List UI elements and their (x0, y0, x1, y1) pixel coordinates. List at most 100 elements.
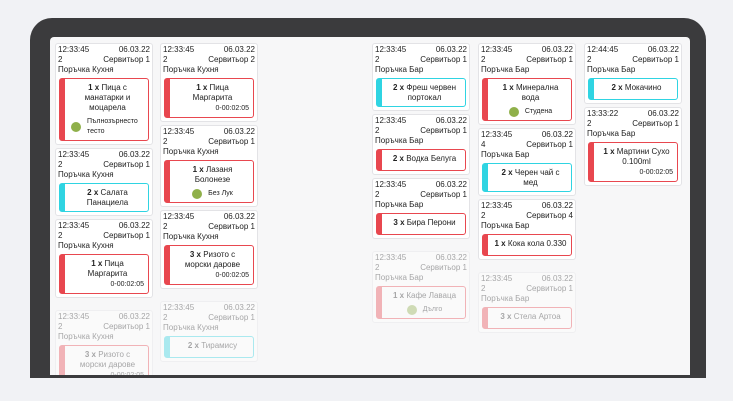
order-item[interactable]: 1 x Мартини Сухо 0.100ml 0-00:02:05 (588, 142, 678, 182)
ticket-header: 12:33:45 06.03.22 (481, 201, 573, 211)
item-line: 1 x Минерална вода (494, 83, 567, 103)
order-time: 12:33:45 (375, 253, 407, 262)
table-number: 2 (375, 126, 380, 135)
item-modifier: Студена (494, 107, 567, 117)
order-item[interactable]: 1 x Кока кола 0.330 (482, 234, 572, 256)
item-name: Водка Белуга (406, 154, 457, 163)
order-date: 06.03.22 (541, 45, 573, 54)
item-name: Мартини Сухо 0.100ml (616, 147, 670, 166)
ticket-column: 12:44:45 06.03.22 2 Сервитьор 1 Поръчка Бар 2… (584, 43, 682, 186)
item-name: Фреш червен портокал (406, 83, 457, 102)
item-modifier: Без Лук (176, 189, 249, 199)
order-time: 12:33:45 (163, 212, 195, 221)
order-ticket[interactable]: 12:33:45 06.03.22 2 Сервитьор 1 Поръчка Бар 1… (372, 251, 470, 323)
order-item[interactable]: 3 x Бира Перони (376, 213, 466, 235)
order-date: 06.03.22 (118, 312, 150, 321)
order-time: 12:33:45 (163, 303, 195, 312)
order-ticket[interactable]: 13:33:22 06.03.22 2 Сервитьор 1 Поръчка Бар 1… (584, 107, 682, 186)
order-item[interactable]: 1 x Пица Маргарита 0-00:02:05 (59, 254, 149, 294)
order-time: 12:33:45 (375, 180, 407, 189)
item-name: Черен чай с мед (514, 168, 560, 187)
table-number: 2 (375, 190, 380, 199)
item-timer: 0-00:02:05 (639, 169, 673, 176)
order-ticket[interactable]: 12:33:45 06.03.22 2 Сервитьор 1 Поръчка Кухн… (160, 210, 258, 289)
item-line: 2 x Водка Белуга (388, 154, 461, 164)
ticket-info: 2 Сервитьор 1 (481, 55, 573, 65)
ticket-info: 2 Сервитьор 1 (58, 322, 150, 332)
item-name: Мокачино (624, 83, 662, 92)
item-line: 1 x Пица Маргарита (176, 83, 249, 103)
modifier-text: Без Лук (208, 190, 233, 197)
order-date: 06.03.22 (223, 212, 255, 221)
ticket-header: 12:33:45 06.03.22 (163, 303, 255, 313)
order-ticket[interactable]: 12:33:45 06.03.22 2 Сервитьор 1 Поръчка Бар 1… (478, 43, 576, 125)
order-ticket[interactable]: 12:33:45 06.03.22 2 Сервитьор 4 Поръчка Бар 1… (478, 199, 576, 260)
waiter-name: Сервитьор 2 (208, 55, 255, 64)
item-name: Пица с манатарки и моцарела (84, 83, 131, 112)
order-time: 12:33:45 (58, 312, 90, 321)
item-quantity: 3 x (84, 350, 96, 359)
order-item[interactable]: 3 x Стела Артоа (482, 307, 572, 329)
order-item[interactable]: 2 x Черен чай с мед (482, 163, 572, 192)
order-time: 12:33:45 (481, 45, 513, 54)
order-item[interactable]: 1 x Лазаня Болонезе Без Лук (164, 160, 254, 203)
order-ticket[interactable]: 12:33:45 06.03.22 4 Сервитьор 1 Поръчка Бар 2… (478, 128, 576, 196)
order-ticket[interactable]: 12:33:45 06.03.22 2 Сервитьор 1 Поръчка Кухн… (160, 125, 258, 207)
item-timer: 0-00:02:05 (215, 272, 249, 279)
order-item[interactable]: 2 x Тирамису (164, 336, 254, 358)
order-item[interactable]: 2 x Фреш червен портокал (376, 78, 466, 107)
order-ticket[interactable]: 12:33:45 06.03.22 2 Сервитьор 1 Поръчка Бар 2… (372, 43, 470, 111)
order-type: Поръчка Бар (375, 200, 424, 209)
order-type: Поръчка Бар (481, 65, 530, 74)
order-ticket[interactable]: 12:44:45 06.03.22 2 Сервитьор 1 Поръчка Бар 2… (584, 43, 682, 104)
order-ticket[interactable]: 12:33:45 06.03.22 2 Сервитьор 1 Поръчка Кухн… (55, 310, 153, 375)
item-quantity: 1 x (192, 165, 204, 174)
order-date: 06.03.22 (435, 116, 467, 125)
order-item[interactable]: 2 x Мокачино (588, 78, 678, 100)
ticket-info: 2 Сервитьор 1 (375, 55, 467, 65)
order-ticket[interactable]: 12:33:45 06.03.22 2 Сервитьор 1 Поръчка Бар 2… (372, 114, 470, 175)
order-date: 06.03.22 (647, 45, 679, 54)
item-name: Пица Маргарита (192, 83, 233, 102)
item-quantity: 1 x (494, 239, 506, 248)
order-item[interactable]: 2 x Салата Панациела (59, 183, 149, 212)
order-time: 12:33:45 (163, 127, 195, 136)
order-item[interactable]: 2 x Водка Белуга (376, 149, 466, 171)
order-item[interactable]: 1 x Пица Маргарита 0-00:02:05 (164, 78, 254, 118)
ticket-header: 13:33:22 06.03.22 (587, 109, 679, 119)
item-line: 1 x Кафе Лаваца (388, 291, 461, 301)
waiter-name: Сервитьор 1 (420, 126, 467, 135)
order-item[interactable]: 1 x Минерална вода Студена (482, 78, 572, 121)
ticket-info: 2 Сервитьор 1 (375, 263, 467, 273)
order-ticket[interactable]: 12:33:45 06.03.22 2 Сервитьор 1 Поръчка Кухн… (160, 301, 258, 362)
modifier-text: Студена (524, 108, 553, 115)
item-modifier: Дълго (388, 305, 461, 315)
table-number: 2 (481, 211, 486, 220)
screen: 12:33:45 06.03.22 2 Сервитьор 1 Поръчка Кухн… (50, 37, 690, 375)
order-ticket[interactable]: 12:33:45 06.03.22 2 Сервитьор 1 Поръчка Кухн… (55, 219, 153, 298)
order-date: 06.03.22 (435, 180, 467, 189)
item-name: Кафе Лаваца (406, 291, 457, 300)
order-item[interactable]: 1 x Кафе Лаваца Дълго (376, 286, 466, 319)
waiter-name: Сервитьор 1 (103, 160, 150, 169)
item-line: 1 x Пица Маргарита (71, 259, 144, 279)
order-ticket[interactable]: 12:33:45 06.03.22 2 Сервитьор 1 Поръчка Кухн… (55, 148, 153, 216)
order-ticket[interactable]: 12:33:45 06.03.22 2 Сервитьор 1 Поръчка Бар 3… (372, 178, 470, 239)
order-item[interactable]: 1 x Пица с манатарки и моцарела Пълнозърн… (59, 78, 149, 141)
item-line: 2 x Черен чай с мед (494, 168, 567, 188)
ticket-info: 2 Сервитьор 4 (481, 211, 573, 221)
order-type: Поръчка Кухня (163, 323, 219, 332)
order-date: 06.03.22 (541, 130, 573, 139)
ticket-header: 12:44:45 06.03.22 (587, 45, 679, 55)
order-ticket[interactable]: 12:33:45 06.03.22 2 Сервитьор 1 Поръчка Кухн… (55, 43, 153, 145)
item-quantity: 2 x (392, 83, 405, 92)
order-ticket[interactable]: 12:33:45 06.03.22 2 Сервитьор 2 Поръчка Кухн… (160, 43, 258, 122)
ticket-info: 2 Сервитьор 1 (375, 190, 467, 200)
order-type: Поръчка Бар (481, 150, 530, 159)
ticket-column: 12:33:45 06.03.22 2 Сервитьор 1 Поръчка Бар 1… (478, 43, 576, 333)
waiter-name: Сервитьор 1 (208, 313, 255, 322)
order-ticket[interactable]: 12:33:45 06.03.22 2 Сервитьор 1 Поръчка Бар 3… (478, 272, 576, 333)
order-time: 12:33:45 (375, 116, 407, 125)
